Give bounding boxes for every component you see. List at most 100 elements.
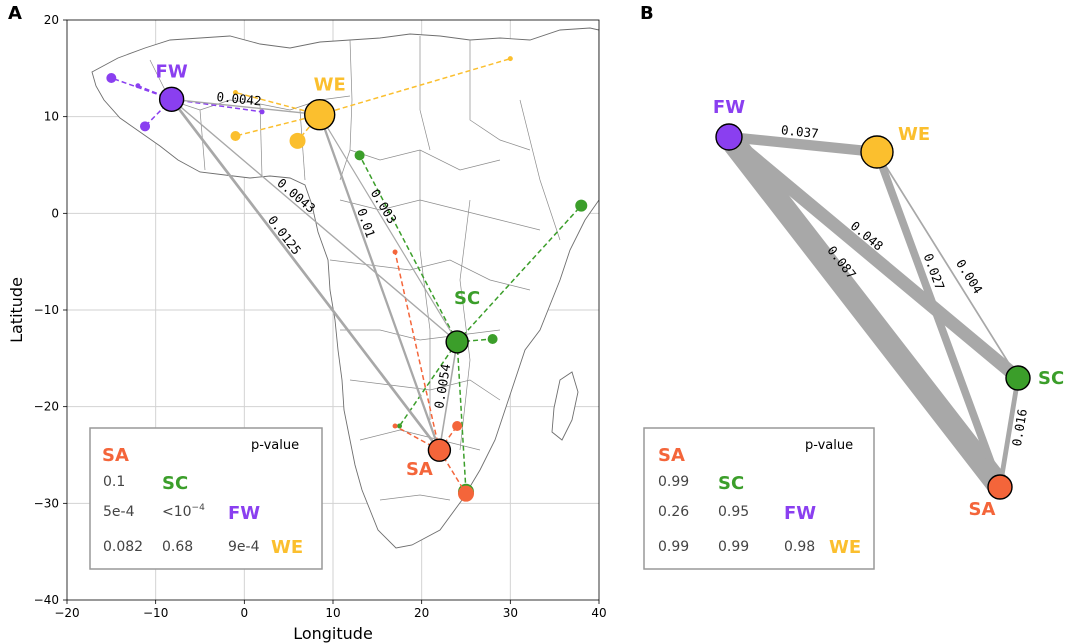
x-tick-label: −20 [54, 606, 79, 620]
population-edges [170, 98, 458, 451]
matrix-a-cell-3-2: 0.68 [162, 539, 193, 555]
sample-link-fw [137, 85, 172, 100]
node-we [304, 99, 336, 131]
node-fw [158, 86, 185, 112]
sample-link-we [319, 57, 511, 116]
network-node-label-fw: FW [713, 97, 745, 118]
x-axis-ticks: −20 −10 0 10 20 30 40 [54, 600, 607, 620]
madagascar [551, 371, 579, 441]
matrix-b-cell-2-1: 0.26 [658, 504, 689, 520]
matrix-a-frame [89, 427, 323, 570]
sample-link-we [235, 91, 320, 116]
matrix-a-code-sa: SA [102, 445, 129, 466]
matrix-b-code-we: WE [829, 537, 861, 558]
africa-coastline [91, 27, 599, 549]
edge-weight-label: 0.0054 [431, 363, 453, 410]
matrix-b-code-sa: SA [658, 445, 685, 466]
matrix-a-cell-2-1: 5e-4 [103, 504, 135, 520]
x-tick-label: 0 [241, 606, 249, 620]
matrix-a-code-we: WE [271, 537, 303, 558]
network-edge-label: 0.004 [953, 257, 986, 297]
matrix-b-cell-1-1: 0.99 [658, 474, 689, 490]
network-node-label-we: WE [898, 124, 930, 145]
matrix-b-cell-3-1: 0.99 [658, 539, 689, 555]
node-label-we: WE [314, 75, 346, 96]
sample-dot-we [232, 90, 238, 95]
x-tick-label: 20 [414, 606, 429, 620]
sample-dot-fw [140, 121, 151, 132]
network-edge-we-sa [873, 148, 1004, 491]
matrix-b-cell-3-3: 0.98 [784, 539, 815, 555]
network-edge-sc-sa [997, 375, 1021, 490]
matrix-b-cell-3-2: 0.99 [718, 539, 749, 555]
y-axis-title: Latitude [7, 277, 26, 343]
edge-we-sc [319, 114, 458, 343]
node-label-fw: FW [156, 61, 188, 82]
edge-fw-sc [171, 98, 458, 343]
y-axis-ticks: 20 10 0 −10 −20 −30 −40 [34, 13, 67, 607]
sample-link-sc [456, 341, 467, 492]
pvalue-matrix-b: p-value SA 0.99 SC 0.26 0.95 FW 0.99 0.9… [643, 427, 875, 570]
country-borders [149, 36, 561, 501]
matrix-a-code-fw: FW [228, 503, 260, 524]
network-edge-label: 0.037 [780, 122, 819, 141]
network-node-label-sa: SA [969, 499, 996, 520]
sample-link-fw [171, 98, 263, 113]
edge-fw-sa [170, 98, 441, 451]
y-tick-label: −20 [34, 400, 59, 414]
sample-dot-sc [354, 150, 365, 161]
network-edge-fw-sa [717, 125, 1012, 499]
sample-link-fw [144, 98, 173, 127]
sample-link-we [235, 114, 320, 137]
africa-landmass [91, 27, 599, 549]
sample-dot-sc [397, 423, 402, 429]
sample-dot-we [230, 131, 241, 141]
sample-link-sc [358, 154, 458, 343]
matrix-b-code-sc: SC [718, 473, 744, 494]
pvalue-matrix-a: p-value SA 0.1 SC 5e-4 <10−4 FW 0.082 0.… [89, 427, 323, 570]
y-tick-label: 0 [51, 206, 59, 220]
sample-link-sc [457, 338, 493, 343]
network-node-we [860, 135, 894, 169]
network-edge-label: 0.016 [1009, 408, 1030, 448]
sample-dot-fw [135, 83, 141, 89]
network-edge-we-sc [876, 151, 1019, 379]
network-node-sc [1005, 365, 1031, 391]
y-tick-label: −40 [34, 593, 59, 607]
edge-sc-sa [438, 341, 458, 451]
matrix-a-code-sc: SC [162, 473, 188, 494]
node-sa [427, 438, 452, 462]
y-tick-label: 10 [44, 110, 59, 124]
matrix-b-cell-2-2: 0.95 [718, 504, 749, 520]
panel-a-label: A [8, 3, 22, 24]
network-node-fw [715, 123, 743, 151]
x-tick-label: −10 [143, 606, 168, 620]
sample-dot-sc [487, 334, 498, 344]
y-tick-label: −10 [34, 303, 59, 317]
matrix-a-pvalue-label: p-value [251, 438, 299, 453]
x-tick-label: 40 [591, 606, 606, 620]
sample-link-sc [456, 205, 582, 343]
network-edges [717, 125, 1025, 499]
sample-dot-sa [392, 249, 398, 255]
node-label-sa: SA [406, 459, 433, 480]
y-tick-label: −30 [34, 496, 59, 510]
map-panel: −20 −10 0 10 20 30 40 20 10 0 −10 −20 −30 −40 Longit… [7, 13, 607, 643]
sample-dot-sa [452, 421, 463, 431]
network-nodes: FW WE SC SA [713, 97, 1064, 520]
x-tick-label: 30 [503, 606, 518, 620]
sample-dot-sc [575, 199, 588, 212]
matrix-a-cell-2-2: <10−4 [162, 503, 205, 520]
sample-dot-sa [392, 423, 398, 429]
node-label-sc: SC [454, 288, 480, 309]
node-sc [445, 330, 469, 354]
network-node-sa [987, 474, 1013, 500]
sample-dot-we [507, 56, 513, 62]
population-nodes: FW WE SC SA [156, 61, 481, 480]
edge-we-sa [318, 114, 441, 451]
panel-b-label: B [640, 3, 654, 24]
matrix-a-cell-3-3: 9e-4 [228, 539, 260, 555]
sample-dot-fw [106, 73, 117, 83]
x-tick-label: 10 [325, 606, 340, 620]
sample-dot-we [289, 132, 306, 149]
